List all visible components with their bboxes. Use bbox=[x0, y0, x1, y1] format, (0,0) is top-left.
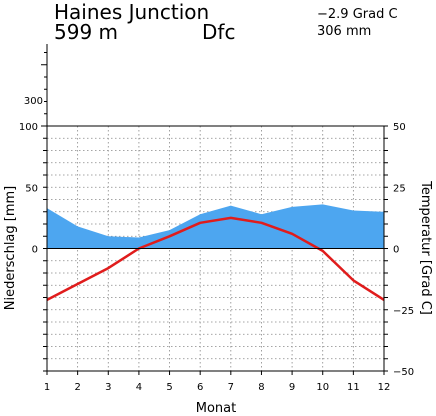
temperature-polyline bbox=[46, 216, 385, 302]
upper-scale-label: 300 bbox=[24, 96, 43, 107]
upper-precip-scale: 300 bbox=[24, 44, 48, 127]
x-tick-label: 2 bbox=[74, 382, 80, 393]
x-tick-label: 5 bbox=[166, 382, 172, 393]
right-axis-title: Temperatur [Grad C] bbox=[418, 180, 433, 315]
x-axis-title: Monat bbox=[196, 401, 236, 416]
right-tick-label: 50 bbox=[393, 122, 406, 133]
temperature-line bbox=[46, 216, 385, 302]
station-elevation: 599 m bbox=[54, 20, 118, 44]
climate-class: Dfc bbox=[202, 20, 235, 44]
x-tick-label: 6 bbox=[197, 382, 203, 393]
x-tick-label: 9 bbox=[289, 382, 295, 393]
annual-precipitation: 306 mm bbox=[317, 24, 371, 39]
left-tick-label: 0 bbox=[32, 245, 38, 256]
left-tick-label: 50 bbox=[25, 183, 38, 194]
station-name: Haines Junction bbox=[54, 0, 209, 24]
precipitation-area bbox=[47, 204, 384, 249]
x-tick-label: 4 bbox=[136, 382, 142, 393]
axes bbox=[43, 125, 388, 375]
x-tick-label: 8 bbox=[258, 382, 264, 393]
x-tick-label: 12 bbox=[378, 382, 391, 393]
right-tick-label: −25 bbox=[393, 306, 414, 317]
x-tick-label: 3 bbox=[105, 382, 111, 393]
right-tick-label: 0 bbox=[393, 245, 399, 256]
right-tick-label: −50 bbox=[393, 367, 414, 378]
x-tick-label: 10 bbox=[316, 382, 329, 393]
mean-temperature: −2.9 Grad C bbox=[317, 7, 398, 22]
x-tick-label: 11 bbox=[347, 382, 360, 393]
left-tick-label: 100 bbox=[19, 122, 38, 133]
x-tick-label: 7 bbox=[228, 382, 234, 393]
precipitation-fill bbox=[47, 204, 384, 249]
left-axis-title: Niederschlag [mm] bbox=[3, 186, 18, 311]
x-tick-label: 1 bbox=[44, 382, 50, 393]
right-tick-label: 25 bbox=[393, 183, 406, 194]
